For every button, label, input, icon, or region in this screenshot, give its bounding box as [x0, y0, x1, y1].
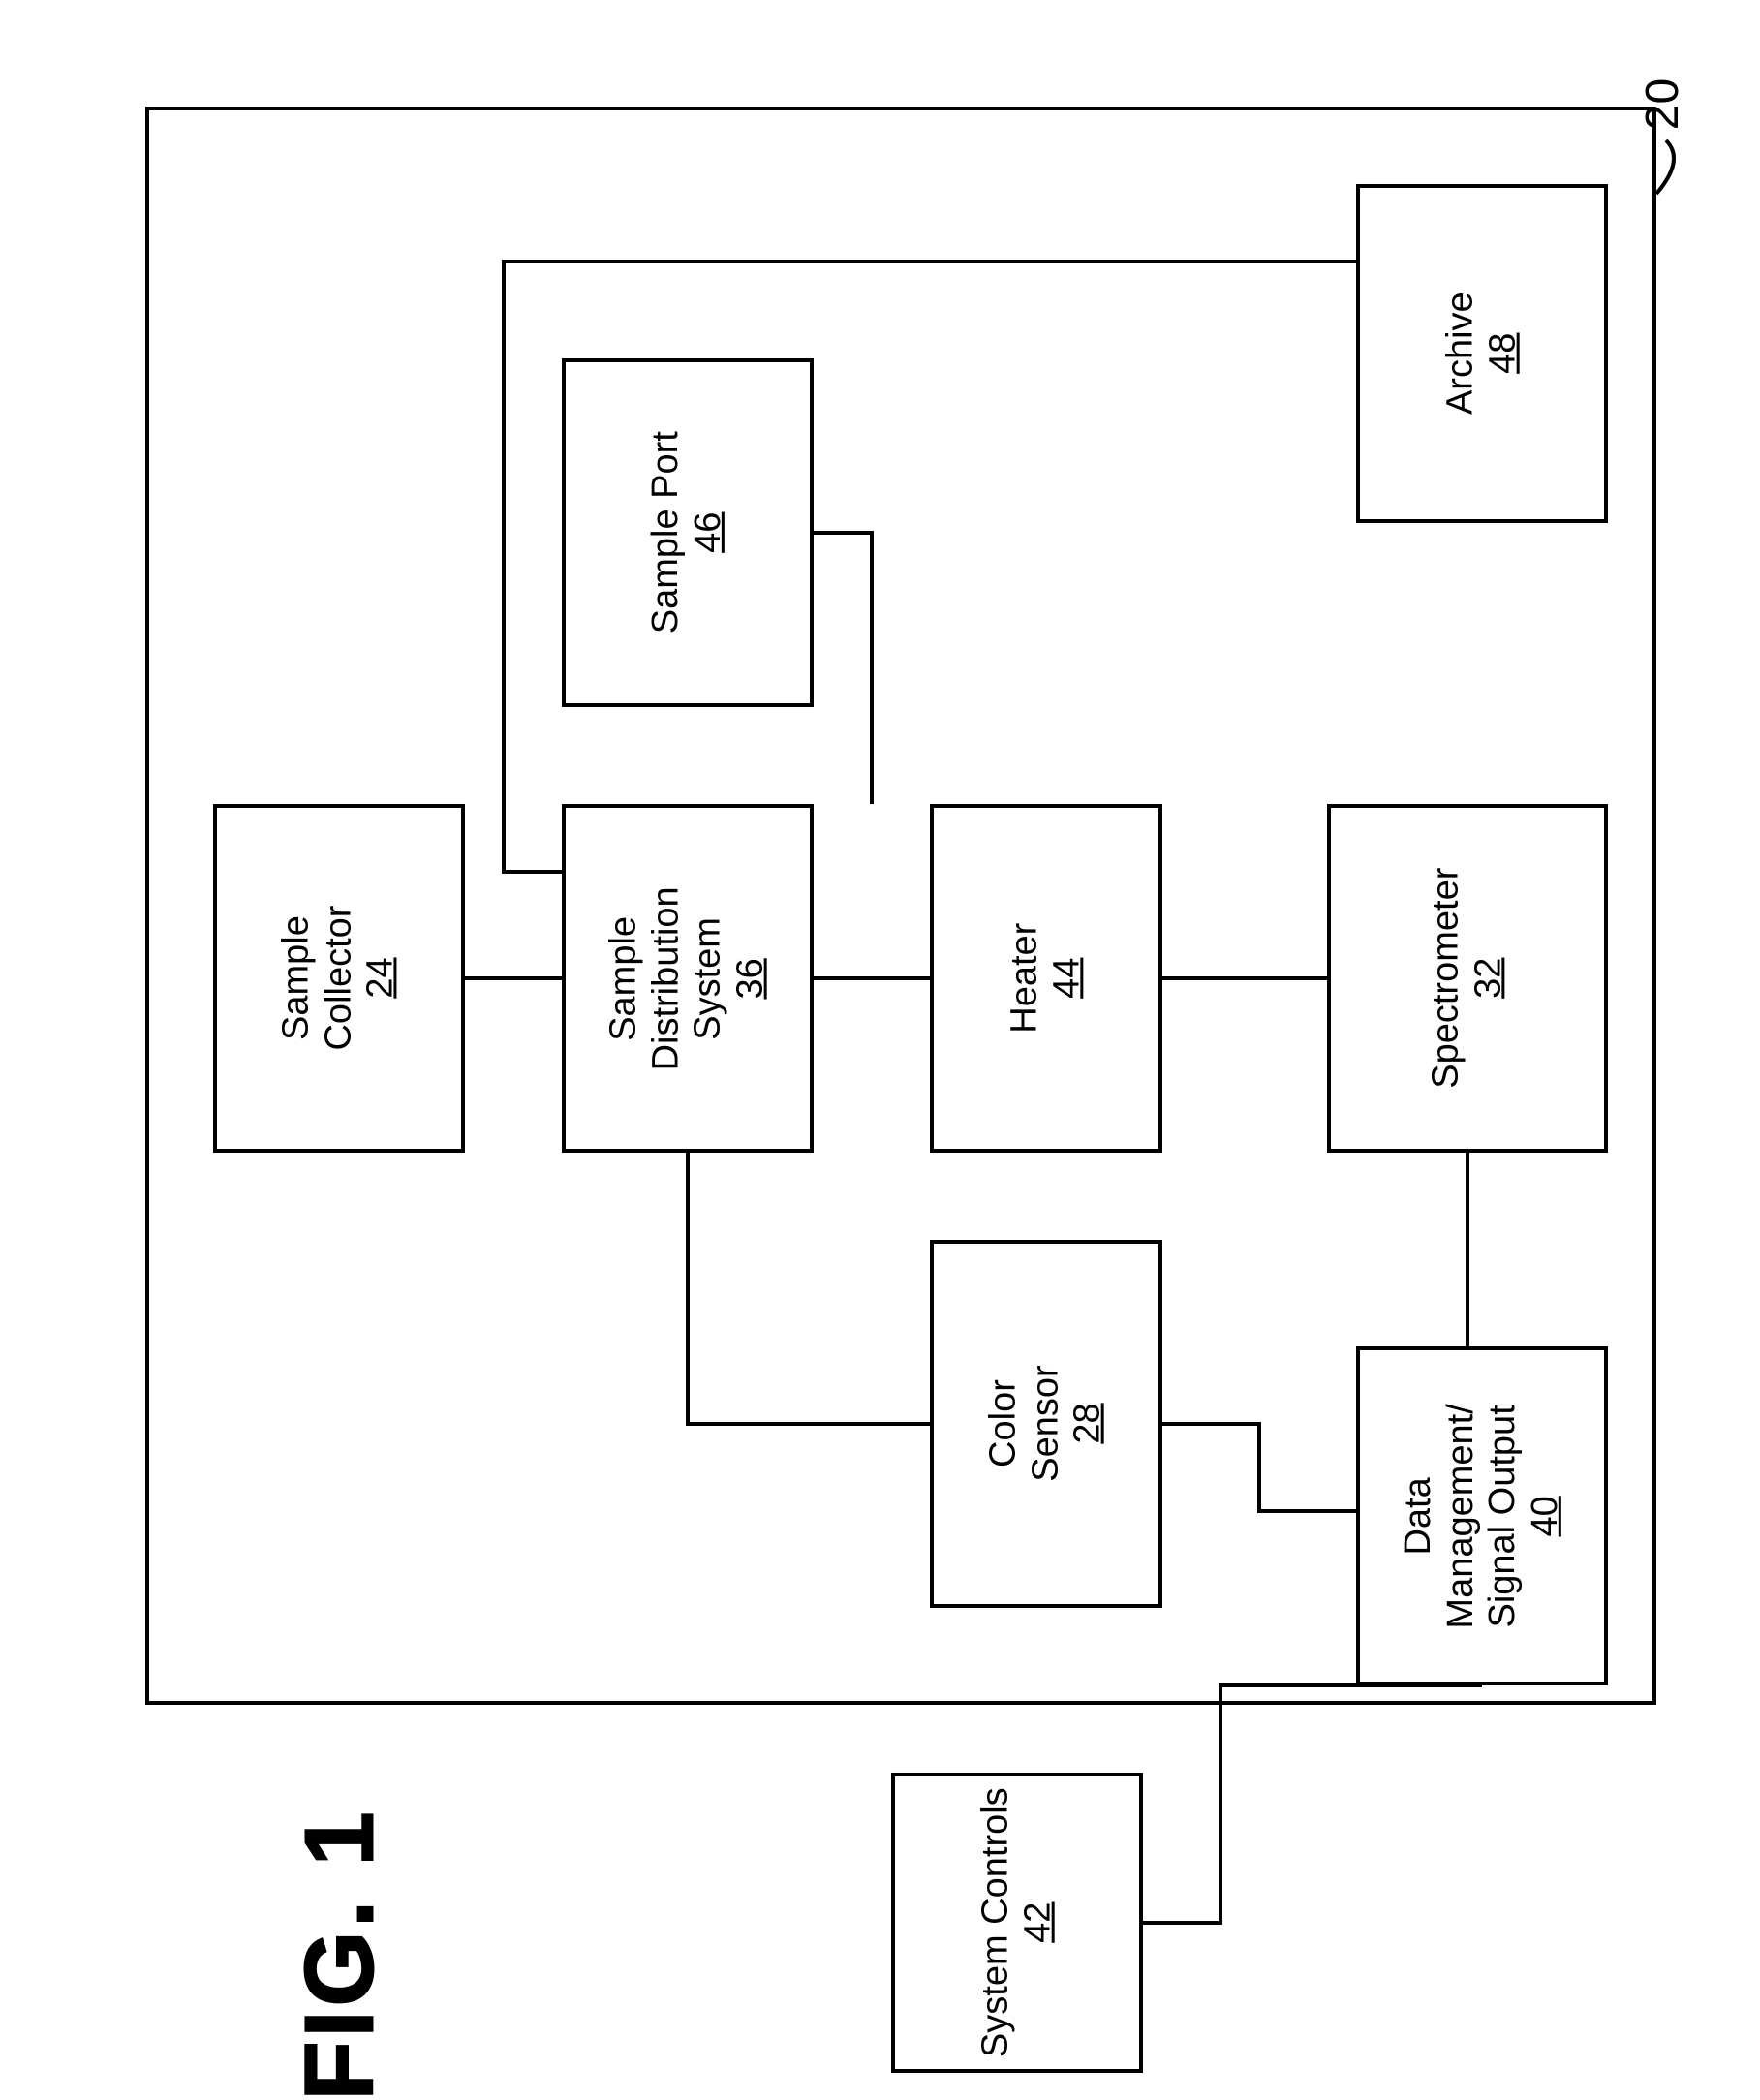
sys_controls-label: System Controls42: [974, 1788, 1059, 2058]
system-controls-block: System Controls42: [891, 1773, 1143, 2073]
edge-ref_leader-container: [1656, 140, 1674, 194]
sample_dist-label: SampleDistributionSystem36: [603, 886, 773, 1070]
data_mgmt-label: DataManagement/Signal Output40: [1398, 1404, 1567, 1628]
archive-label: Archive48: [1439, 293, 1524, 416]
edge-data_mgmt-sys_controls: [1143, 1685, 1482, 1923]
spectrometer-label: Spectrometer32: [1425, 868, 1509, 1089]
color-sensor-block: ColorSensor28: [930, 1240, 1162, 1608]
color_sensor-label: ColorSensor28: [982, 1366, 1109, 1482]
sample-collector-block: SampleCollector24: [213, 804, 465, 1153]
system-ref-number: 20: [1636, 78, 1689, 130]
heater-block: Heater44: [930, 804, 1162, 1153]
sample_collector-label: SampleCollector24: [275, 906, 402, 1051]
data-management-block: DataManagement/Signal Output40: [1356, 1346, 1608, 1685]
spectrometer-block: Spectrometer32: [1327, 804, 1608, 1153]
sample-distribution-block: SampleDistributionSystem36: [562, 804, 814, 1153]
archive-block: Archive48: [1356, 184, 1608, 523]
sample_port-label: Sample Port46: [645, 431, 729, 633]
heater-label: Heater44: [1004, 923, 1088, 1034]
sample-port-block: Sample Port46: [562, 358, 814, 707]
figure-label: FIG. 1: [284, 1808, 395, 2100]
